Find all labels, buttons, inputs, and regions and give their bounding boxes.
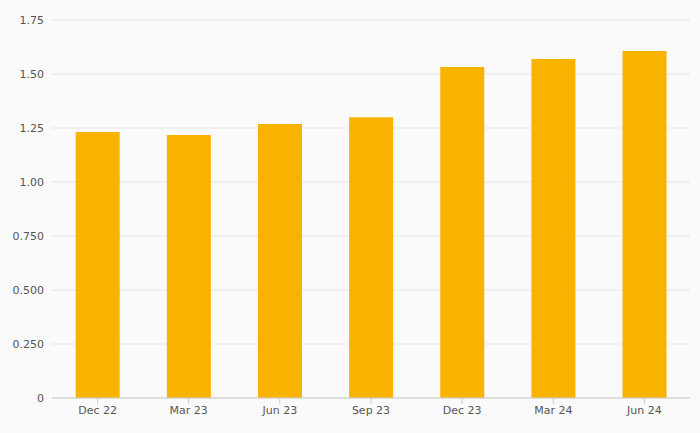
svg-text:0: 0 xyxy=(37,392,44,405)
svg-text:0.750: 0.750 xyxy=(13,230,45,243)
svg-text:Sep 23: Sep 23 xyxy=(352,404,390,417)
svg-text:Dec 23: Dec 23 xyxy=(443,404,482,417)
svg-text:Jun 23: Jun 23 xyxy=(262,404,298,417)
svg-text:Mar 23: Mar 23 xyxy=(170,404,208,417)
svg-text:Mar 24: Mar 24 xyxy=(534,404,572,417)
svg-text:0.250: 0.250 xyxy=(13,338,45,351)
svg-text:1.50: 1.50 xyxy=(20,68,45,81)
svg-text:1.00: 1.00 xyxy=(20,176,45,189)
svg-text:1.75: 1.75 xyxy=(20,14,45,27)
svg-text:Dec 22: Dec 22 xyxy=(78,404,117,417)
svg-text:Jun 24: Jun 24 xyxy=(626,404,662,417)
svg-text:1.25: 1.25 xyxy=(20,122,45,135)
svg-text:0.500: 0.500 xyxy=(13,284,45,297)
